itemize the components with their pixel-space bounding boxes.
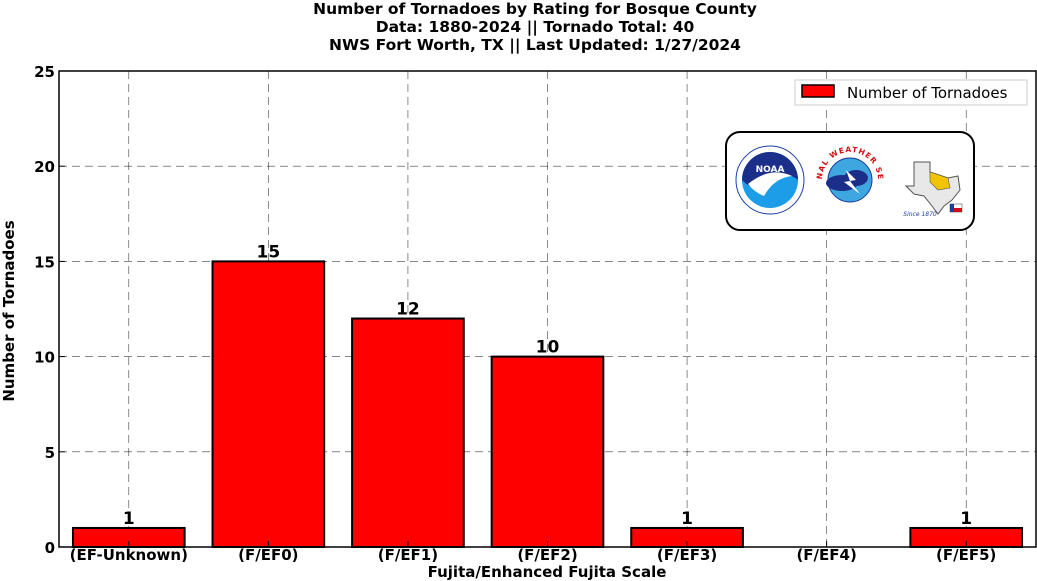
bar [490,355,605,548]
data-label: 15 [257,242,281,262]
noaa-logo-icon: NOAA [735,145,805,215]
ticks-layer [59,70,967,548]
x-tick-label: (EF-Unknown) [70,546,188,564]
chart-title-line-1: Number of Tornadoes by Rating for Bosque… [313,0,757,18]
noaa-logo-text: NOAA [756,165,785,175]
y-axis-label: Number of Tornadoes [0,220,18,401]
texas-logo-icon: Since 1870 [898,146,966,218]
legend-swatch [801,84,835,98]
agency-logos: NOAA NATIONAL WEATHER SERVICE Since 1870 [0,0,975,231]
x-tick-label: (F/EF1) [378,546,438,564]
since-text: Since 1870 [903,211,937,218]
data-label: 1 [681,509,693,529]
bar [211,260,326,548]
bar [351,317,465,548]
x-axis-label: Fujita/Enhanced Fujita Scale [428,563,667,581]
y-tick-label: 0 [45,539,55,557]
chart-title: Number of Tornadoes by Rating for Bosque… [0,0,1037,54]
data-label: 10 [536,338,560,358]
data-label: 12 [396,300,420,320]
bars-layer [71,260,1024,549]
y-tick-label: 20 [34,158,55,176]
legend: Number of Tornadoes [794,79,1028,106]
x-tick-label: (F/EF0) [238,546,298,564]
x-tick-label: (F/EF4) [796,546,856,564]
data-label: 1 [123,509,135,529]
x-tick-label: (F/EF3) [657,546,717,564]
legend-label: Number of Tornadoes [847,84,1008,102]
labels-layer: 0 5 10 15 20 25 (EF-Unknown) 1 (F/EF0) 15 (F/EF1) 1… [34,63,996,564]
y-tick-label: 10 [34,349,55,367]
y-tick-label: 5 [45,444,55,462]
chart-title-line-3: NWS Fort Worth, TX || Last Updated: 1/27… [329,36,741,54]
data-label: 1 [960,509,972,529]
chart-title-line-2: Data: 1880-2024 || Tornado Total: 40 [375,18,695,36]
y-tick-label: 15 [34,253,55,271]
x-tick-label: (F/EF2) [517,546,577,564]
x-tick-label: (F/EF5) [936,546,996,564]
y-tick-label: 25 [34,63,55,81]
